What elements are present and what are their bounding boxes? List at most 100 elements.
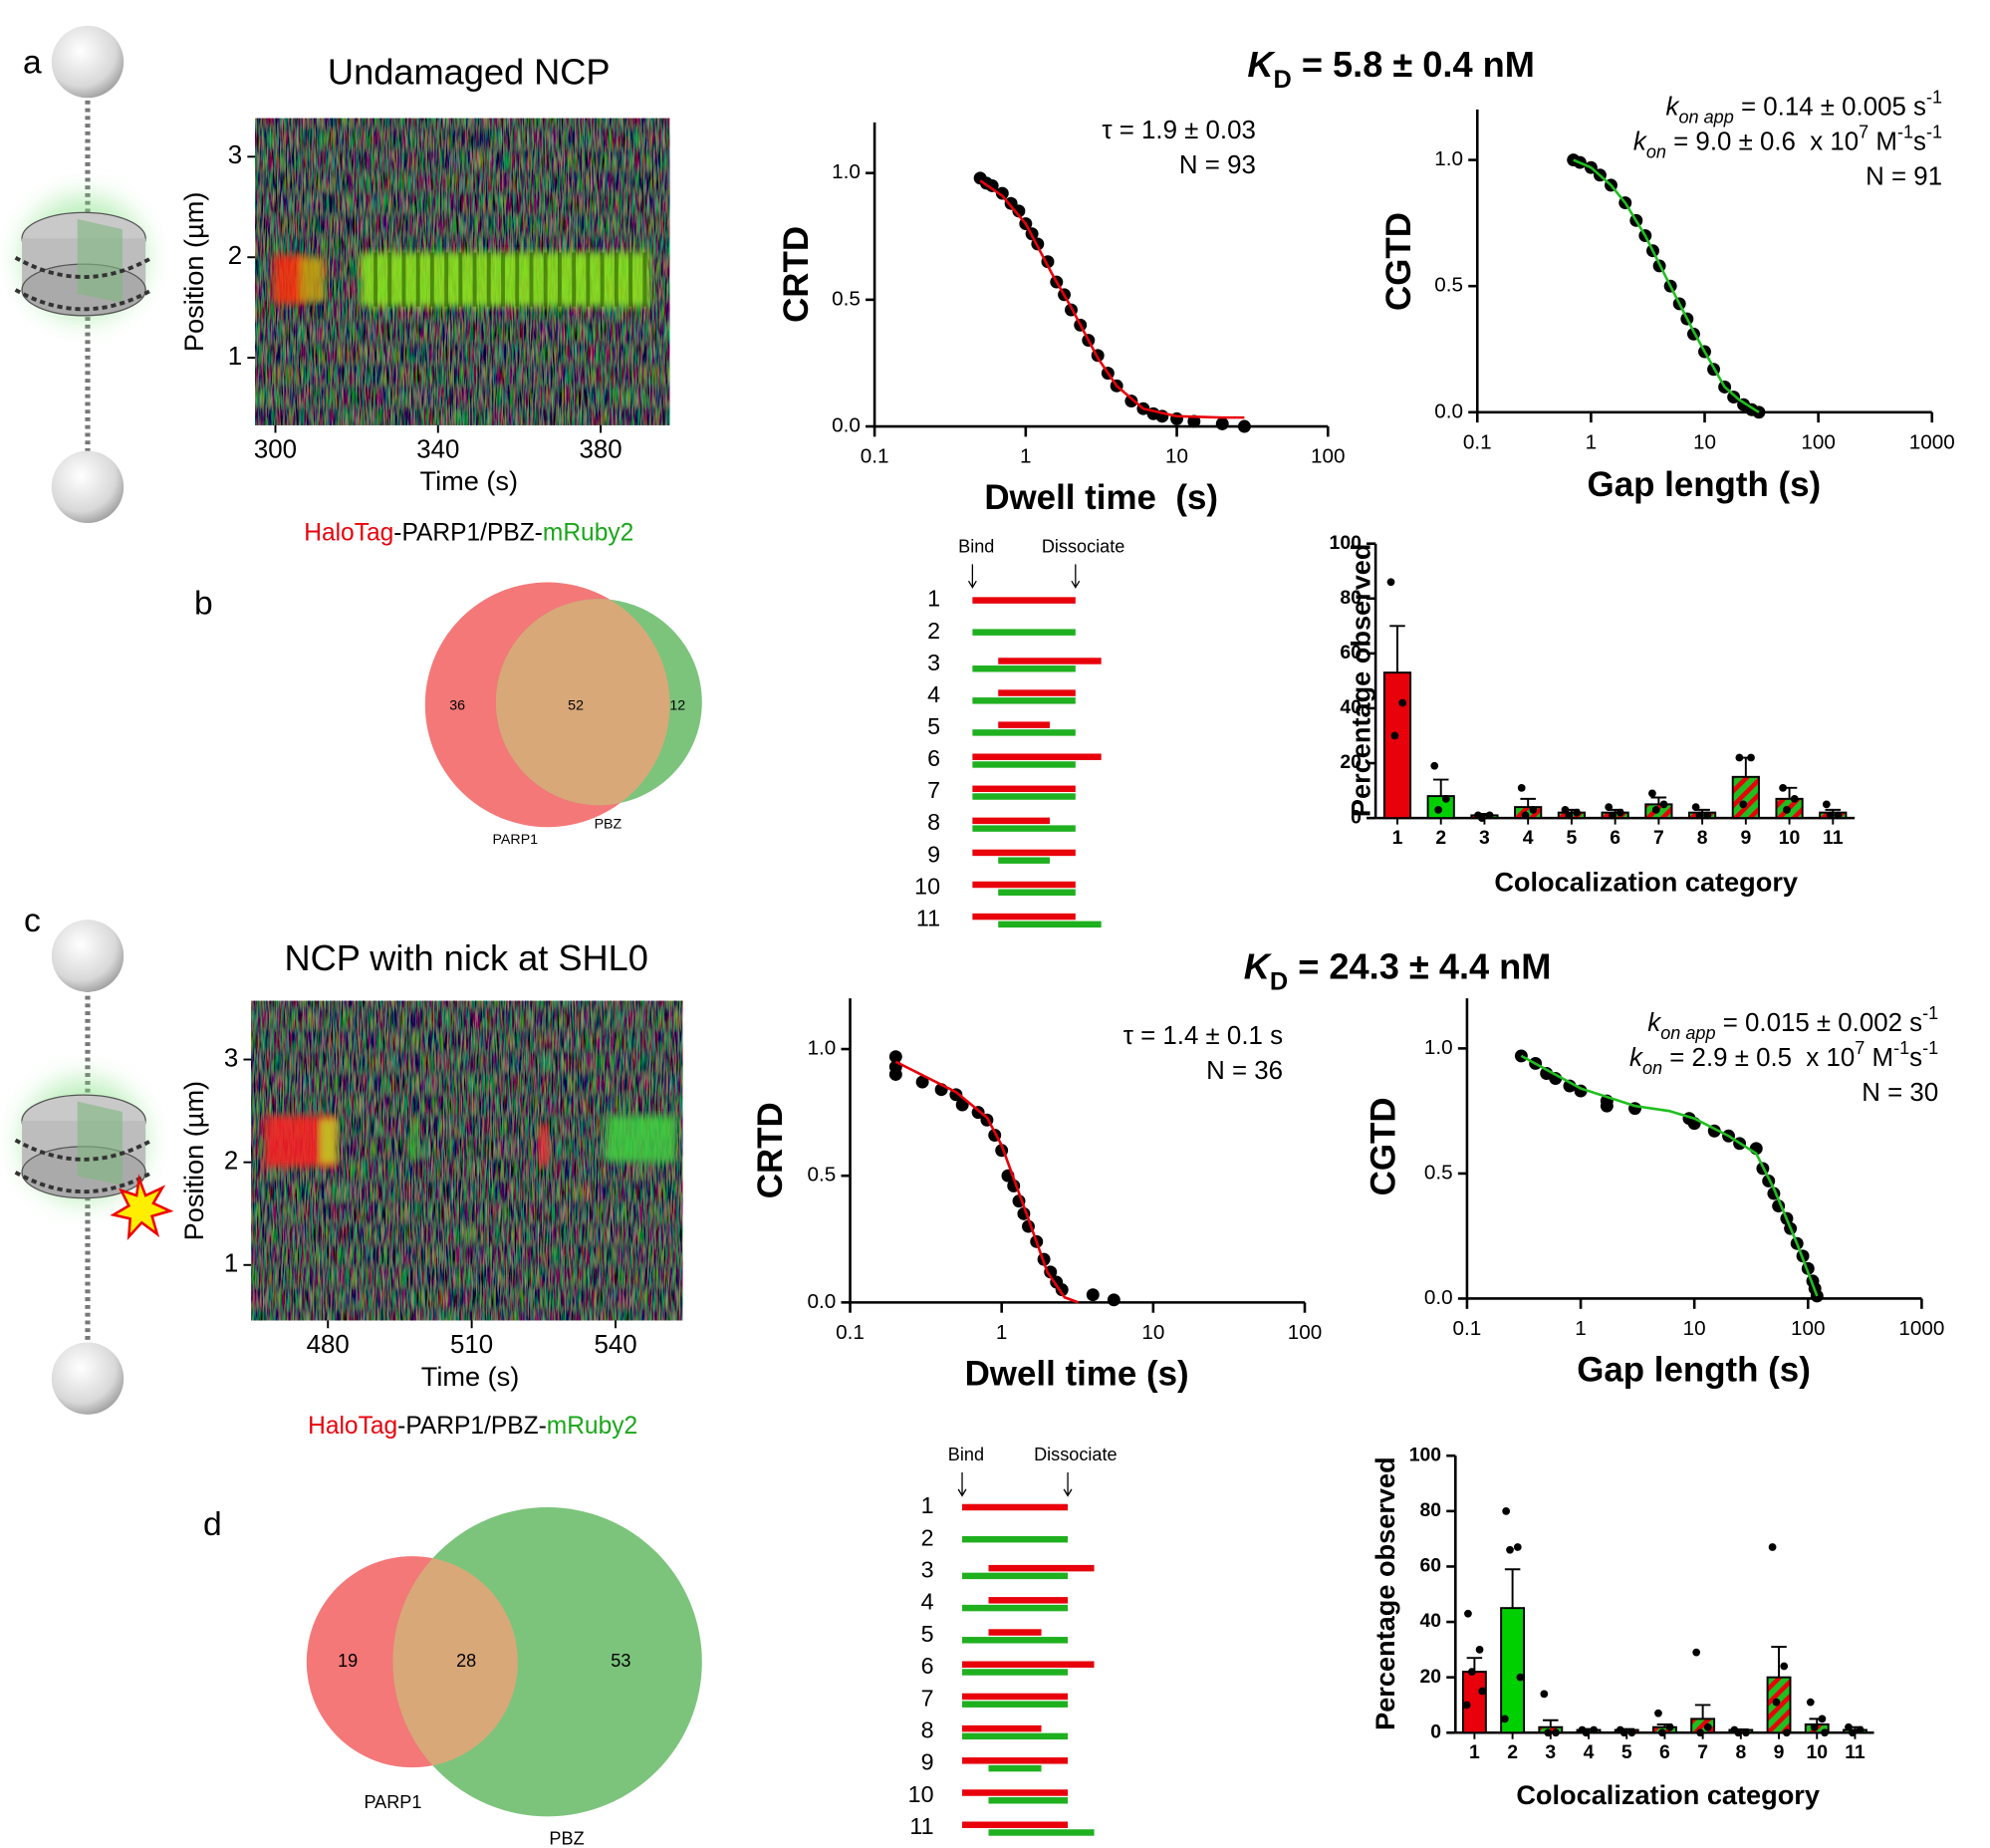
schematic-row-number: 5	[921, 1621, 934, 1647]
replicate-point	[1747, 753, 1755, 762]
x-tick-label: 11	[1845, 1741, 1866, 1763]
kymograph-signal	[538, 1123, 549, 1168]
error-bar	[1543, 1718, 1559, 1727]
fit-line	[1520, 1054, 1819, 1297]
replicate-point	[1529, 805, 1538, 814]
text-segment: N = 36	[1206, 1057, 1283, 1085]
replicate-point	[1517, 783, 1526, 792]
text-segment: -1	[1922, 1038, 1938, 1058]
data-point	[1107, 1293, 1120, 1307]
schematic-row-number: 8	[921, 1717, 934, 1743]
schematic-green	[998, 889, 1076, 896]
text-segment: on	[1646, 141, 1666, 161]
bar	[1731, 775, 1760, 820]
fit-line	[894, 1060, 1079, 1304]
text-segment: s	[1909, 1044, 1922, 1072]
caption: HaloTag-PARP1/PBZ-mRuby2	[308, 1413, 637, 1440]
y-tick-label: 60	[1340, 642, 1362, 663]
text-segment: N = 93	[1179, 151, 1256, 179]
x-tick-label: 2	[1435, 827, 1446, 849]
y-tick-label: 0.5	[1434, 274, 1463, 297]
data-point	[985, 178, 999, 192]
replicate-point	[1783, 805, 1791, 814]
replicate-point	[1506, 1545, 1514, 1554]
error-bar	[1432, 778, 1449, 797]
replicate-point	[1590, 1725, 1599, 1734]
x-tick-label: 1	[996, 1321, 1008, 1344]
text-segment: on app	[1678, 107, 1733, 127]
replicate-point	[1692, 1648, 1701, 1657]
text-segment: N = 91	[1866, 162, 1942, 190]
text-segment: = 0.14 ± 0.005 s	[1734, 93, 1926, 121]
replicate-point	[1821, 1728, 1829, 1737]
schematic-red	[972, 881, 1076, 889]
replicate-point	[1475, 1645, 1484, 1654]
text-segment: s	[1913, 128, 1926, 155]
x-tick-label: 7	[1653, 827, 1664, 849]
schematic-row-number: 3	[921, 1557, 934, 1583]
text-segment: N = 30	[1862, 1079, 1938, 1107]
y-tick-label: 1	[228, 343, 242, 371]
kymograph-striation	[628, 252, 632, 307]
text-segment: -1	[1926, 122, 1942, 141]
error-bar	[1825, 808, 1842, 813]
schematic-arrow	[1063, 1472, 1073, 1497]
fit-line	[979, 179, 1245, 419]
replicate-point	[1561, 805, 1570, 814]
venn-count: 36	[449, 697, 465, 713]
schematic-red	[972, 753, 1102, 760]
x-tick-label: 1	[1575, 1317, 1587, 1340]
x-axis-label: Colocalization category	[1494, 866, 1798, 897]
replicate-point	[1651, 805, 1660, 814]
schematic-red	[972, 849, 1076, 857]
schematic-red	[972, 817, 1050, 825]
schematic-row-number: 1	[927, 586, 940, 612]
kymograph-striation	[401, 252, 406, 307]
venn-label: PBZ	[595, 816, 622, 832]
text-segment: k	[1629, 1044, 1644, 1072]
replicate-point	[1500, 1715, 1509, 1723]
x-tick-label: 0.1	[836, 1321, 865, 1344]
error-bar	[1520, 797, 1536, 808]
x-tick-label: 8	[1735, 1741, 1746, 1763]
schematic-green	[972, 665, 1076, 672]
y-tick-label: 0.5	[808, 1164, 837, 1187]
replicate-point	[1442, 794, 1450, 803]
schematic-green	[972, 629, 1076, 636]
schematic-red	[962, 1789, 1069, 1796]
kymograph-striation	[614, 252, 619, 307]
kymograph-striation	[472, 252, 477, 307]
replicate-point	[1659, 800, 1668, 809]
schematic-row-number: 8	[927, 809, 940, 835]
schematic-row-number: 6	[921, 1653, 934, 1679]
schematic-row-number: 7	[921, 1685, 934, 1711]
schematic-green	[962, 1732, 1069, 1740]
schematic-red	[998, 658, 1102, 664]
replicate-point	[1772, 1698, 1781, 1707]
replicate-point	[1834, 811, 1843, 820]
replicate-point	[1806, 1698, 1815, 1707]
schematic-red	[972, 913, 1076, 921]
venn-count: 19	[338, 1651, 358, 1671]
x-tick-label: 11	[1823, 827, 1844, 849]
tether-illustration	[14, 920, 174, 1415]
y-tick-label: 80	[1340, 587, 1362, 609]
schematic-row-number: 4	[921, 1589, 934, 1615]
text-segment: = 0.015 ± 0.002 s	[1716, 1009, 1923, 1037]
kymograph-signal	[409, 1121, 418, 1160]
venn-overlap	[495, 599, 670, 806]
venn-count: 28	[456, 1651, 476, 1671]
replicate-point	[1654, 1709, 1662, 1717]
text-segment: = 2.9 ± 0.5 x 10	[1662, 1044, 1855, 1072]
annotation: kon app = 0.015 ± 0.002 s-1	[1647, 1003, 1938, 1043]
schematic-green	[962, 1701, 1069, 1708]
kymograph-striation	[543, 252, 548, 307]
data-point	[1215, 417, 1229, 430]
y-tick-label: 1.0	[1424, 1036, 1453, 1059]
kymograph-striation	[529, 252, 534, 307]
x-tick-label: 300	[254, 435, 297, 463]
annotation: N = 30	[1862, 1079, 1938, 1107]
schematic-green	[972, 825, 1076, 832]
